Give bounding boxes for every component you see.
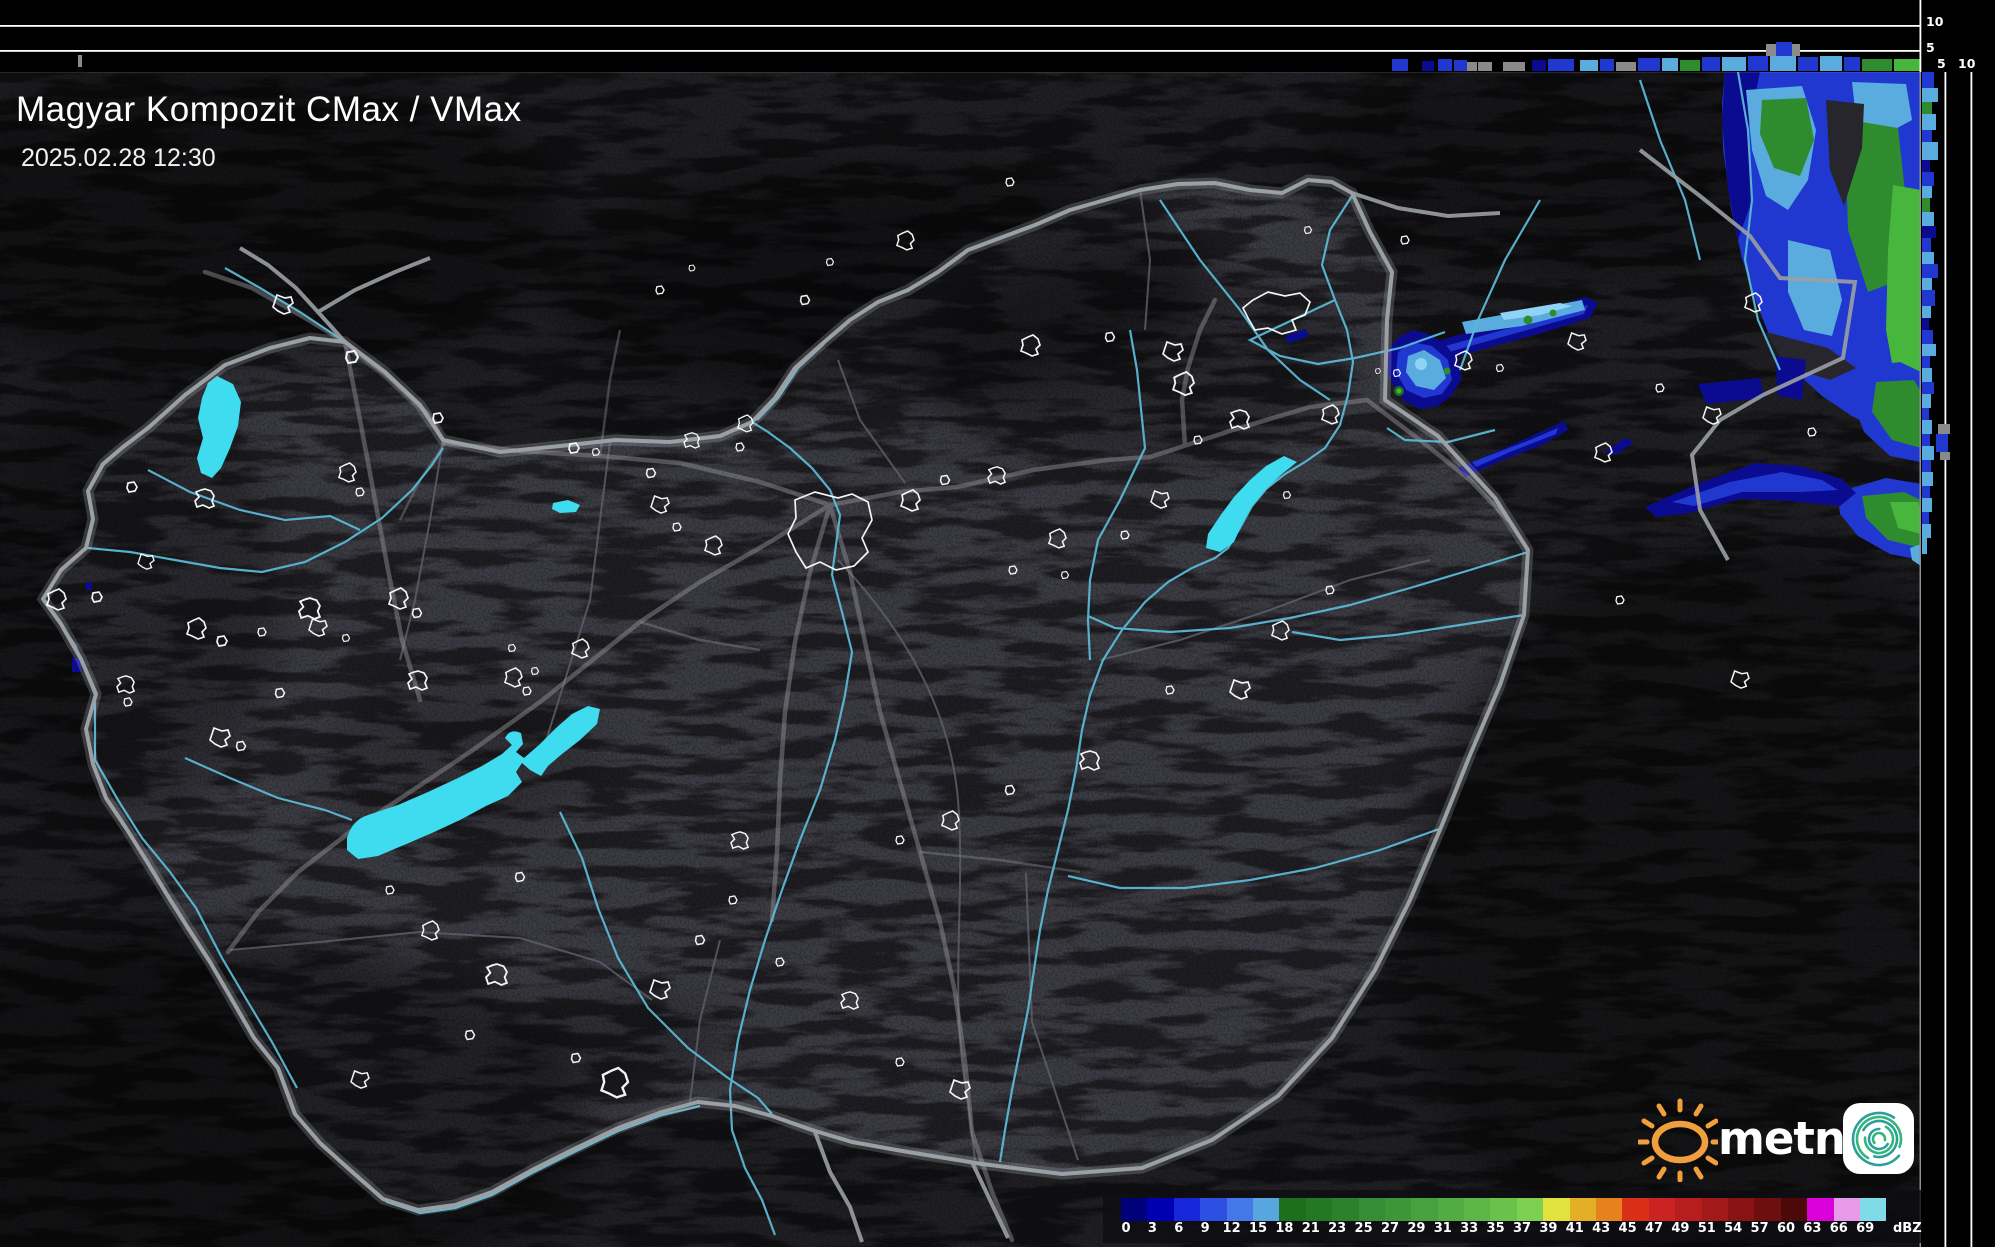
legend-color-cell [1226, 1198, 1253, 1221]
legend-color-cell [1543, 1198, 1570, 1221]
legend-tick-label: 60 [1776, 1221, 1796, 1236]
legend-color-cell [1701, 1198, 1728, 1221]
legend-tick-label: 25 [1354, 1221, 1373, 1236]
right-profile-label-5km: 5 [1937, 56, 1946, 71]
lakes [197, 376, 1297, 859]
right-profile-10km-line [1970, 72, 1973, 1247]
map-top-edge [0, 72, 1921, 73]
page-title: Magyar Kompozit CMax / VMax [16, 90, 522, 129]
metnet-app-icon [1843, 1103, 1914, 1174]
legend-tick-label: 63 [1803, 1221, 1822, 1236]
top-profile-label-5km: 5 [1926, 40, 1935, 55]
right-profile-5km-line [1944, 72, 1947, 1247]
legend-color-cell [1173, 1198, 1201, 1221]
small-lake [552, 500, 580, 513]
reflectivity-legend: 0 3 6 9 12 15 18 21 23 25 27 29 31 33 35 37 39 41 43 45 47 49… [1103, 1190, 1922, 1243]
city-outlines [46, 177, 1817, 1100]
legend-color-cell [1384, 1198, 1412, 1221]
legend-tick-label: 29 [1407, 1221, 1426, 1236]
metnet-logo: metnet [1638, 1098, 1920, 1182]
legend-tick-label: 66 [1829, 1221, 1848, 1236]
top-profile-panel [0, 25, 1920, 71]
sun-icon [1638, 1098, 1718, 1182]
legend-tick-label: 15 [1248, 1221, 1268, 1236]
timestamp: 2025.02.28 12:30 [21, 144, 216, 172]
legend-tick-label: 18 [1275, 1221, 1294, 1236]
legend-color-cell [1622, 1198, 1649, 1221]
legend-color-cell [1490, 1198, 1517, 1221]
radar-echoes [72, 72, 1921, 672]
lake-ferto [197, 376, 241, 478]
legend-color-cell [1279, 1198, 1306, 1221]
legend-color-cell [1516, 1198, 1544, 1221]
legend-color-cell [1121, 1198, 1148, 1221]
corner-divider-line [1919, 0, 1922, 72]
legend-tick-label: 9 [1200, 1221, 1210, 1236]
right-profile-panel [1922, 72, 1973, 1247]
legend-color-cell [1833, 1198, 1860, 1221]
lake-balaton [347, 706, 600, 859]
right-profile-label-10km: 10 [1958, 56, 1976, 71]
legend-tick-label: 41 [1565, 1221, 1584, 1236]
legend-color-cell [1807, 1198, 1834, 1221]
legend-tick-label: 31 [1433, 1221, 1452, 1236]
legend-tick-label: 21 [1301, 1221, 1320, 1236]
legend-tick-label: 43 [1592, 1221, 1611, 1236]
legend-bar [1121, 1198, 1887, 1221]
legend-tick-label: 35 [1486, 1221, 1505, 1236]
legend-tick-label: 12 [1222, 1221, 1241, 1236]
legend-color-cell [1200, 1198, 1227, 1221]
legend-color-cell [1147, 1198, 1174, 1221]
legend-tick-label: 23 [1328, 1221, 1347, 1236]
legend-tick-label: 45 [1618, 1221, 1637, 1236]
legend-tick-label: 37 [1512, 1221, 1532, 1236]
legend-color-cell [1675, 1198, 1702, 1221]
legend-tick-label: 47 [1644, 1221, 1664, 1236]
top-profile-label-10km: 10 [1926, 14, 1944, 29]
legend-tick-label: 49 [1671, 1221, 1690, 1236]
legend-unit-label: dBZ [1893, 1221, 1922, 1236]
legend-color-cell [1305, 1198, 1333, 1221]
legend-tick-label: 39 [1539, 1221, 1558, 1236]
legend-color-cell [1252, 1198, 1280, 1221]
legend-color-cell [1648, 1198, 1676, 1221]
legend-tick-label: 6 [1174, 1221, 1184, 1236]
swirl-icon [1851, 1111, 1907, 1167]
legend-color-cell [1437, 1198, 1465, 1221]
legend-tick-label: 0 [1121, 1221, 1131, 1236]
legend-color-cell [1332, 1198, 1359, 1221]
right-profile-echoes [1922, 72, 1950, 554]
legend-color-cell [1780, 1198, 1808, 1221]
legend-tick-label: 54 [1724, 1221, 1743, 1236]
county-borders [229, 189, 1431, 1161]
legend-tick-label: 3 [1147, 1221, 1157, 1236]
legend-color-cell [1754, 1198, 1781, 1221]
legend-tick-label: 69 [1856, 1221, 1875, 1236]
top-profile-10km-line [0, 25, 1920, 27]
legend-color-cell [1358, 1198, 1385, 1221]
legend-color-cell [1727, 1198, 1755, 1221]
legend-labels: 0 3 6 9 12 15 18 21 23 25 27 29 31 33 35 37 39 41 43 45 47 49… [1121, 1221, 1921, 1239]
legend-tick-label: 33 [1460, 1221, 1479, 1236]
legend-color-cell [1569, 1198, 1597, 1221]
legend-color-cell [1859, 1198, 1887, 1221]
map-area [0, 72, 1921, 1247]
legend-tick-label: 51 [1697, 1221, 1716, 1236]
external-borders [238, 148, 1858, 1243]
top-profile-5km-line [0, 50, 1920, 52]
top-profile-echoes [1392, 42, 1920, 71]
legend-color-cell [1596, 1198, 1623, 1221]
legend-tick-label: 27 [1380, 1221, 1400, 1236]
legend-color-cell [1464, 1198, 1491, 1221]
legend-color-cell [1411, 1198, 1438, 1221]
map-right-edge [1919, 72, 1921, 1247]
lake-tisza [1206, 456, 1297, 552]
country-borders [43, 148, 1858, 1243]
legend-tick-label: 57 [1750, 1221, 1769, 1236]
